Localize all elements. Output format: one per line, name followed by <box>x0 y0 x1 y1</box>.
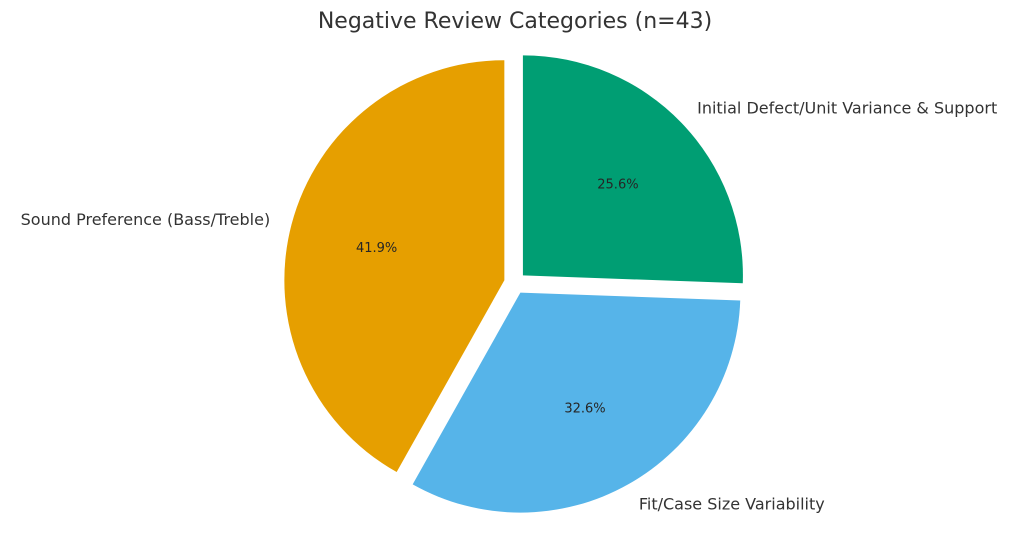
pie-percent-label: 32.6% <box>564 402 605 417</box>
pie-category-label: Initial Defect/Unit Variance & Support <box>697 98 997 117</box>
pie-category-label: Fit/Case Size Variability <box>639 495 825 514</box>
pie-slice-initial-defect-unit-variance-support <box>522 55 743 284</box>
pie-labels: 25.6% Initial Defect/Unit Variance & Supp… <box>21 98 998 513</box>
pie-category-label: Sound Preference (Bass/Treble) <box>21 210 271 229</box>
pie-slice-fit-case-size-variability <box>412 292 741 513</box>
chart-title: Negative Review Categories (n=43) <box>318 9 712 34</box>
pie-slices <box>284 55 743 513</box>
pie-percent-label: 25.6% <box>597 178 638 193</box>
pie-percent-label: 41.9% <box>356 241 397 256</box>
pie-slice-sound-preference-bass-treble <box>284 60 505 473</box>
